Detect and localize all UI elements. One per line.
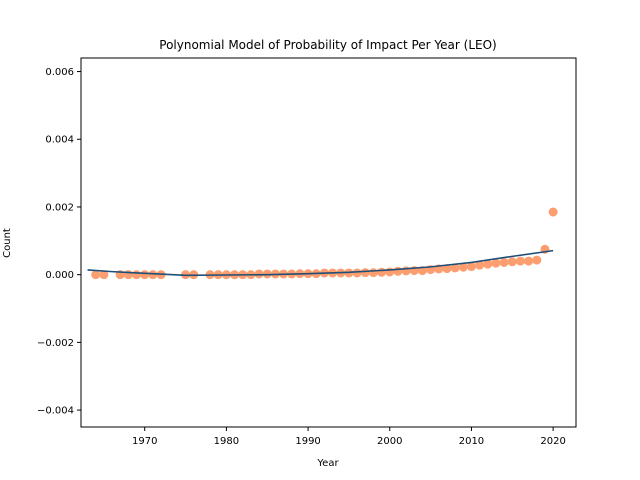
data-point: [352, 268, 362, 278]
data-point: [507, 257, 517, 267]
data-point: [475, 260, 485, 270]
data-point: [99, 270, 109, 280]
data-point: [91, 270, 101, 280]
y-tick-label: 0.002: [45, 202, 74, 213]
data-point: [491, 258, 501, 268]
x-axis-label: Year: [316, 458, 339, 469]
data-point: [532, 255, 542, 265]
y-tick-label: 0.000: [45, 270, 74, 281]
data-point: [524, 256, 534, 266]
data-point: [360, 268, 370, 278]
data-point: [515, 256, 525, 266]
x-tick-label: 2000: [377, 436, 402, 447]
data-point: [442, 264, 452, 274]
x-axis: 1970 1980 1990 2000 2010 2020: [132, 427, 566, 447]
data-point: [148, 270, 158, 280]
x-tick-label: 1980: [214, 436, 239, 447]
data-point: [368, 268, 378, 278]
data-point: [548, 207, 558, 217]
x-tick-label: 2020: [540, 436, 565, 447]
data-point: [466, 262, 476, 272]
data-point: [499, 257, 509, 267]
polynomial-fit-line: [87, 249, 554, 277]
y-tick-label: −0.002: [37, 338, 74, 349]
y-tick-label: 0.004: [45, 135, 74, 146]
y-tick-label: 0.006: [45, 67, 74, 78]
data-point: [377, 267, 387, 277]
data-point: [132, 270, 142, 280]
chart-title: Polynomial Model of Probability of Impac…: [159, 38, 496, 52]
data-point: [140, 270, 150, 280]
data-point: [458, 262, 468, 272]
data-point: [385, 267, 395, 277]
y-axis-label: Count: [2, 228, 13, 258]
data-point: [450, 263, 460, 273]
data-marks: [87, 207, 558, 280]
data-point: [393, 266, 403, 276]
x-tick-label: 1970: [132, 436, 157, 447]
y-tick-label: −0.004: [37, 406, 74, 417]
data-point: [483, 259, 493, 269]
x-tick-label: 2010: [459, 436, 484, 447]
x-tick-label: 1990: [295, 436, 320, 447]
plot-area-frame: [80, 57, 577, 428]
y-axis: −0.004 −0.002 0.000 0.002 0.004 0.006: [37, 67, 81, 417]
